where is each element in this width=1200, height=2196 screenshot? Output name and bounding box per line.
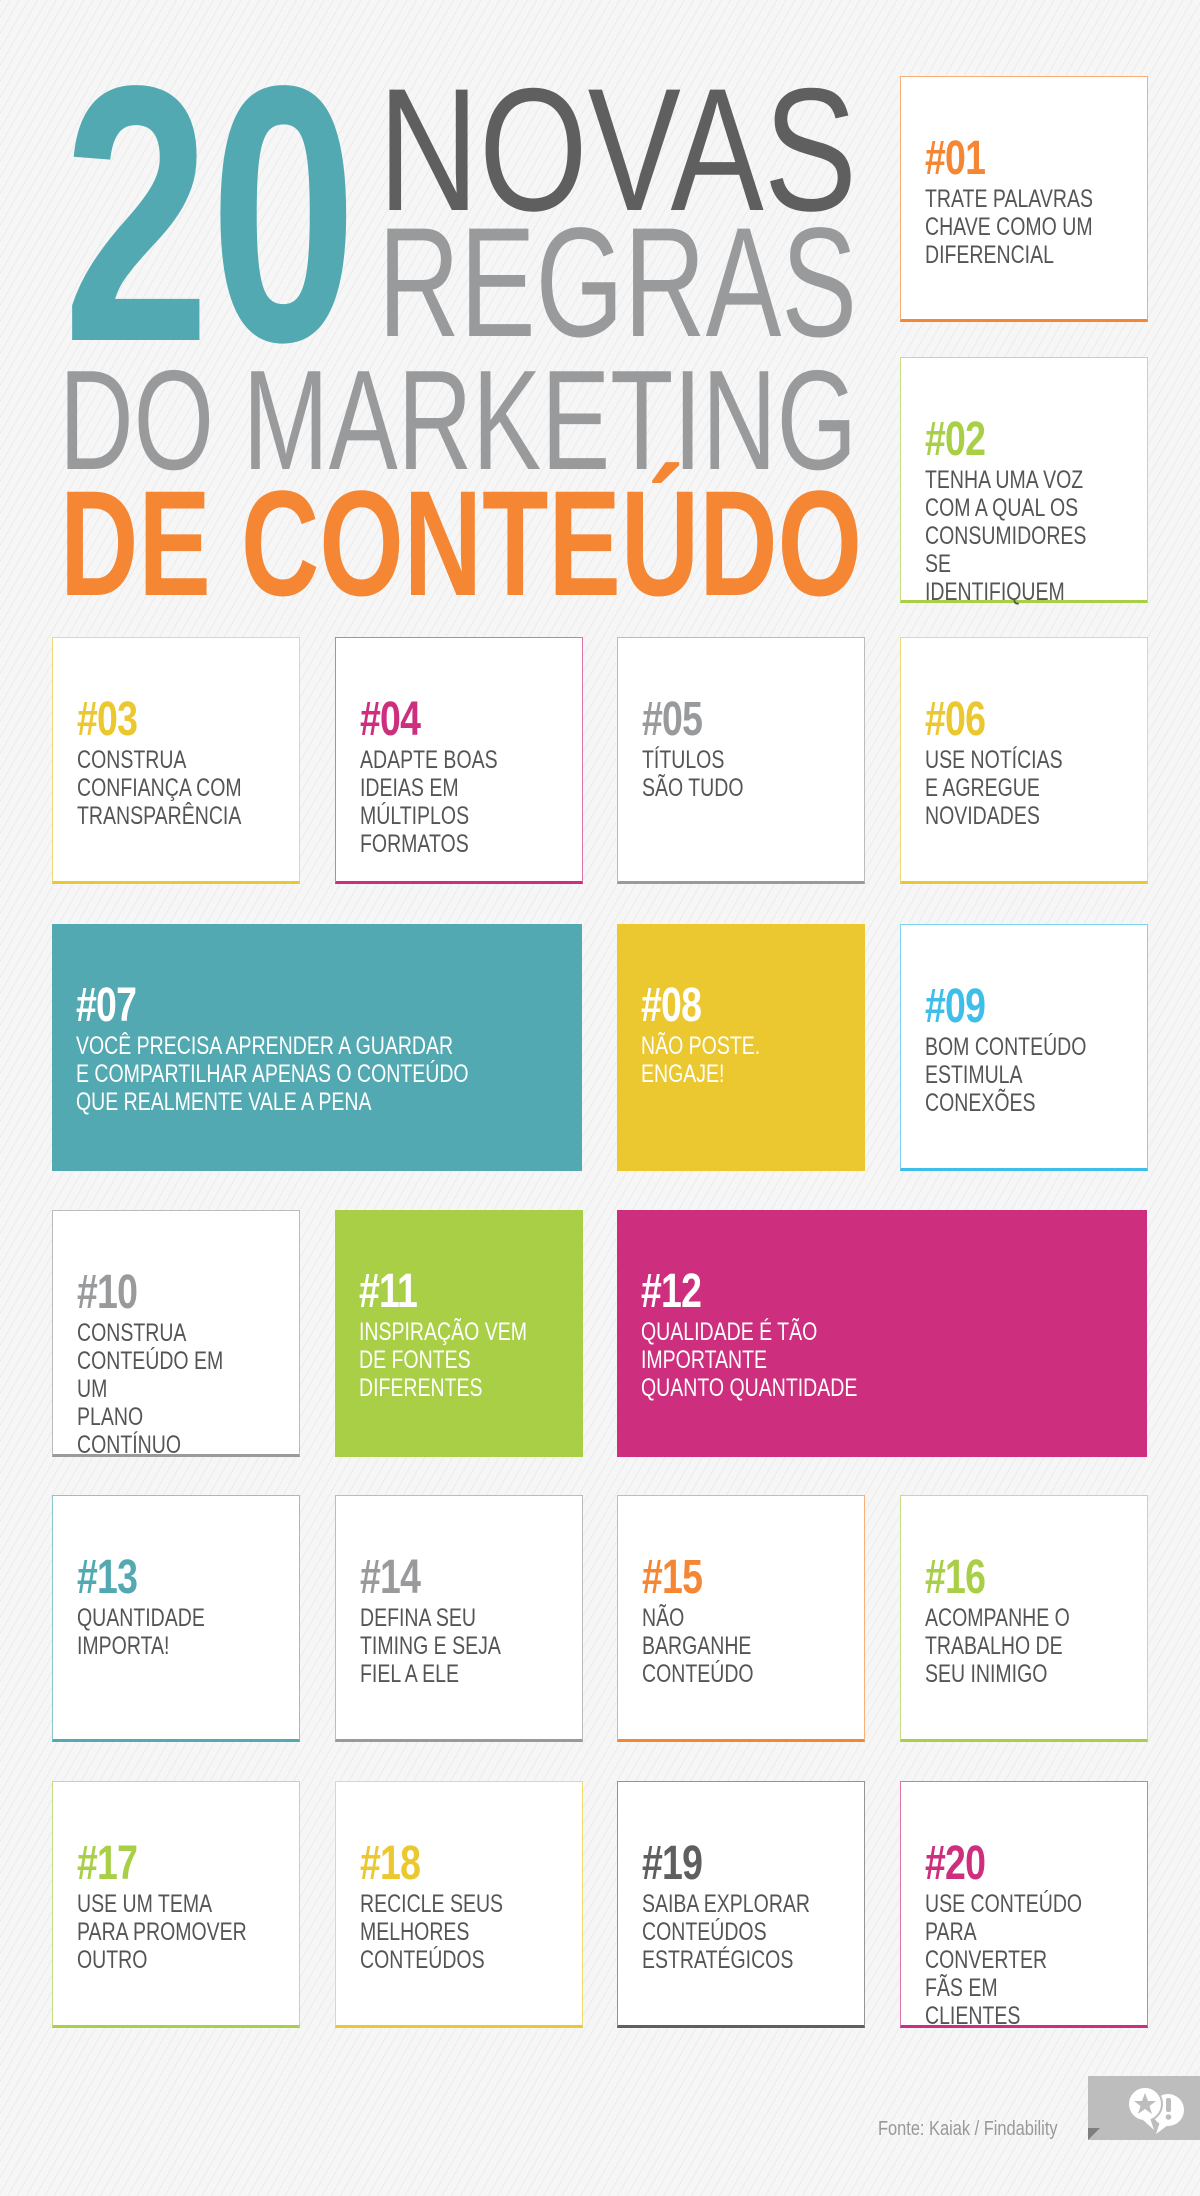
speech-bubbles-star-exclamation-icon [1127,2086,1184,2134]
rule-card-15: #15 NÃO BARGANHE CONTEÚDO [617,1495,865,1742]
rule-text: NÃO POSTE. ENGAJE! [641,1032,761,1088]
rule-number: #12 [641,1265,702,1318]
rule-number: #11 [359,1265,418,1318]
title-line-novas: NOVAS [378,53,857,248]
rule-card-14: #14 DEFINA SEU TIMING E SEJA FIEL A ELE [335,1495,583,1742]
rule-number: #03 [77,693,138,746]
rule-text: INSPIRAÇÃO VEM DE FONTES DIFERENTES [359,1318,527,1402]
rule-text: RECICLE SEUS MELHORES CONTEÚDOS [360,1890,504,1974]
rule-text: USE NOTÍCIAS E AGREGUE NOVIDADES [925,746,1063,830]
rule-text: VOCÊ PRECISA APRENDER A GUARDAR E COMPAR… [76,1032,469,1116]
rule-card-20: #20 USE CONTEÚDO PARA CONVERTER FÃS EM CL… [900,1781,1148,2030]
infographic-title: 20 NOVAS REGRAS DO MARKETING DE CONTEÚDO [59,11,862,620]
rule-card-04: #04 ADAPTE BOAS IDEIAS EM MÚLTIPLOS FORMA… [335,637,583,884]
rule-number: #15 [642,1551,703,1604]
rule-text: DEFINA SEU TIMING E SEJA FIEL A ELE [360,1604,501,1688]
title-line-regras: REGRAS [378,196,857,370]
rule-text: CONSTRUA CONTEÚDO EM UM PLANO CONTÍNUO [77,1319,224,1459]
title-number: 20 [63,11,357,418]
rule-number: #18 [360,1837,421,1890]
title-line-de-conteudo: DE CONTEÚDO [60,459,862,620]
rule-card-12: #12 QUALIDADE É TÃO IMPORTANTE QUANTO QUA… [617,1210,1147,1457]
rule-number: #14 [360,1551,421,1604]
rule-number: #16 [925,1551,986,1604]
rule-card-16: #16 ACOMPANHE O TRABALHO DE SEU INIMIGO [900,1495,1148,1742]
source-credit: Fonte: Kaiak / Findability [878,2118,1058,2140]
rule-text: TRATE PALAVRAS CHAVE COMO UM DIFERENCIAL [925,185,1093,269]
rule-text: ADAPTE BOAS IDEIAS EM MÚLTIPLOS FORMATOS [360,746,498,858]
rule-text: BOM CONTEÚDO ESTIMULA CONEXÕES [925,1033,1087,1117]
rule-card-06: #06 USE NOTÍCIAS E AGREGUE NOVIDADES [900,637,1148,884]
rule-card-11: #11 INSPIRAÇÃO VEM DE FONTES DIFERENTES [335,1210,583,1457]
rule-number: #08 [641,979,702,1032]
rule-number: #09 [925,980,986,1033]
rule-number: #13 [77,1551,138,1604]
rule-number: #04 [360,693,421,746]
rule-card-17: #17 USE UM TEMA PARA PROMOVER OUTRO [52,1781,300,2028]
title-line-do-marketing: DO MARKETING [59,341,857,500]
rule-number: #20 [925,1837,986,1890]
rule-card-05: #05 TÍTULOS SÃO TUDO [617,637,865,884]
rule-text: TÍTULOS SÃO TUDO [642,746,744,802]
rule-number: #07 [76,979,137,1032]
rule-text: TENHA UMA VOZ COM A QUAL OS CONSUMIDORES… [925,466,1087,606]
rule-text: QUALIDADE É TÃO IMPORTANTE QUANTO QUANTI… [641,1318,858,1402]
rule-text: CONSTRUA CONFIANÇA COM TRANSPARÊNCIA [77,746,242,830]
rule-number: #05 [642,693,703,746]
brand-badge [1088,2076,1200,2140]
rule-card-18: #18 RECICLE SEUS MELHORES CONTEÚDOS [335,1781,583,2028]
badge-fold [1088,2128,1100,2140]
rule-text: NÃO BARGANHE CONTEÚDO [642,1604,754,1688]
rule-card-08: #08 NÃO POSTE. ENGAJE! [617,924,865,1171]
rule-card-19: #19 SAIBA EXPLORAR CONTEÚDOS ESTRATÉGICOS [617,1781,865,2028]
rule-card-07: #07 VOCÊ PRECISA APRENDER A GUARDAR E COM… [52,924,582,1171]
rule-number: #06 [925,693,986,746]
rule-number: #10 [77,1266,138,1319]
rule-text: QUANTIDADE IMPORTA! [77,1604,205,1660]
rule-card-03: #03 CONSTRUA CONFIANÇA COM TRANSPARÊNCIA [52,637,300,884]
rule-number: #17 [77,1837,138,1890]
rule-text: SAIBA EXPLORAR CONTEÚDOS ESTRATÉGICOS [642,1890,810,1974]
rule-text: USE CONTEÚDO PARA CONVERTER FÃS EM CLIEN… [925,1890,1083,2030]
rule-text: USE UM TEMA PARA PROMOVER OUTRO [77,1890,247,1974]
rule-number: #01 [925,132,986,185]
rule-number: #19 [642,1837,703,1890]
rule-card-09: #09 BOM CONTEÚDO ESTIMULA CONEXÕES [900,924,1148,1171]
rule-card-02: #02 TENHA UMA VOZ COM A QUAL OS CONSUMIDO… [900,357,1148,606]
rule-card-13: #13 QUANTIDADE IMPORTA! [52,1495,300,1742]
rule-text: ACOMPANHE O TRABALHO DE SEU INIMIGO [925,1604,1070,1688]
rule-card-10: #10 CONSTRUA CONTEÚDO EM UM PLANO CONTÍNU… [52,1210,300,1459]
rule-card-01: #01 TRATE PALAVRAS CHAVE COMO UM DIFERENC… [900,76,1148,322]
rule-number: #02 [925,413,986,466]
